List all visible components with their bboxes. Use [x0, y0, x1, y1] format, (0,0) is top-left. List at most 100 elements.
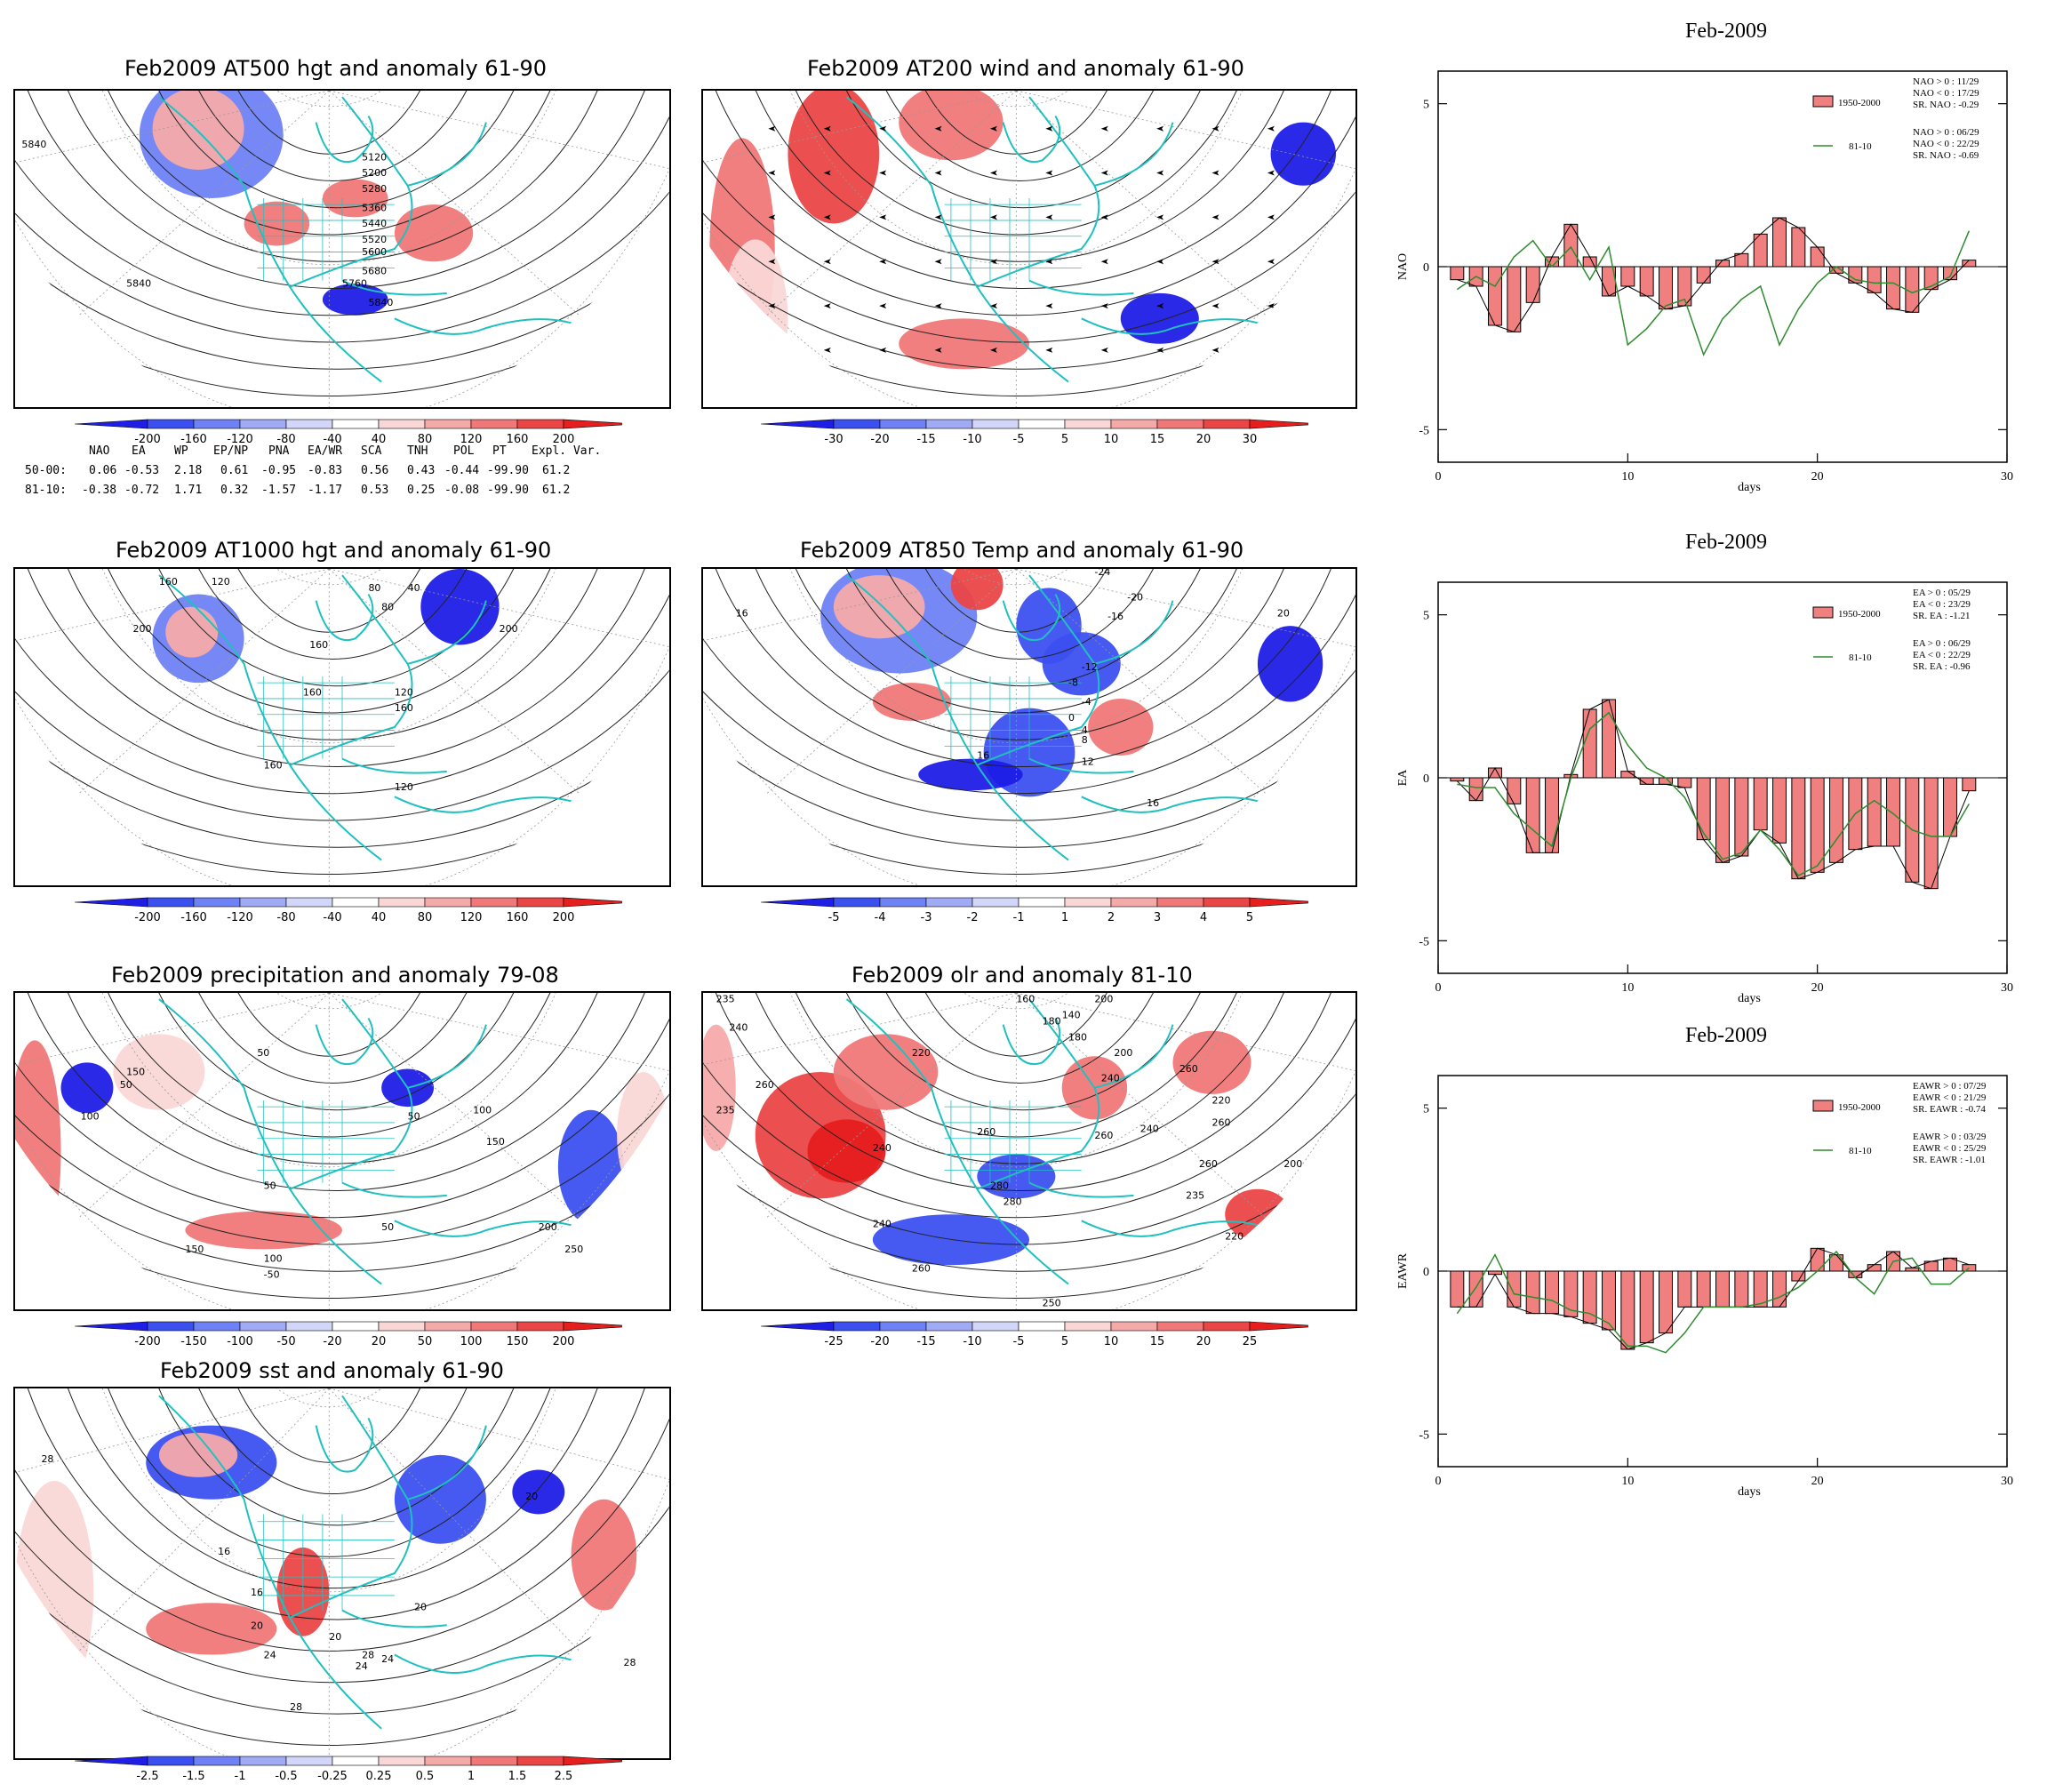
bar — [1582, 708, 1597, 779]
colorbar-swatch — [147, 1321, 195, 1332]
contour-label: 140 — [1062, 1009, 1081, 1020]
colorbar-tick-label: -150 — [180, 1335, 207, 1348]
bar — [1507, 266, 1522, 332]
colorbar-swatch — [332, 897, 380, 908]
contour-label: 20 — [414, 1602, 427, 1613]
chart-title: Feb-2009 — [1685, 531, 1767, 554]
map-plot: 160 200 120 80 40 160 200 160 120 160 160 120 80 — [13, 567, 671, 887]
anomaly-region — [113, 1034, 205, 1110]
colorbar-tick-label: -10 — [963, 433, 981, 446]
wind-arrow — [1100, 125, 1108, 132]
colorbar-tick-label: 200 — [553, 1335, 575, 1348]
colorbar-tick-label: 5 — [1061, 433, 1068, 446]
bar — [1867, 777, 1882, 847]
wind-arrow — [1267, 214, 1275, 220]
wind-arrow — [879, 125, 887, 132]
wind-arrow — [1211, 259, 1219, 265]
contour-line — [703, 993, 1354, 1191]
colorbar-swatch — [516, 897, 564, 908]
wind-arrow — [1100, 259, 1108, 265]
bar — [1715, 1270, 1730, 1308]
anomaly-region — [571, 1499, 637, 1611]
colorbar-swatch — [1203, 419, 1251, 429]
contour-label: 28 — [362, 1650, 374, 1661]
bar — [1943, 266, 1957, 281]
colorbar-tick-label: -3 — [921, 911, 932, 924]
table-cell: 61.2 — [542, 484, 571, 497]
colorbar-swatch — [925, 419, 973, 429]
contour-line — [859, 569, 1180, 660]
bar — [1468, 1270, 1483, 1308]
bar — [1545, 1270, 1559, 1315]
contour-line — [172, 569, 494, 660]
colorbar-tick-label: -120 — [227, 911, 253, 924]
colorbar-tick-label: 80 — [418, 911, 433, 924]
contour-label: 260 — [756, 1079, 774, 1091]
contour-label: 235 — [716, 1104, 735, 1116]
contour-label: 235 — [716, 994, 735, 1005]
legend-stat: EA < 0 : 23/29 — [1913, 599, 1971, 610]
table-cell: 0.61 — [220, 464, 249, 477]
table-cell: 0.06 — [89, 464, 117, 477]
contour-line — [172, 993, 494, 1084]
chart-title: Feb-2009 — [1685, 1024, 1767, 1047]
bar — [1602, 699, 1616, 779]
bar — [1715, 777, 1730, 863]
bar — [1659, 266, 1673, 310]
colorbar-swatch — [74, 419, 148, 429]
legend-stat: EAWR < 0 : 21/29 — [1913, 1092, 1987, 1103]
contour-label: 180 — [1043, 1016, 1061, 1028]
wind-arrow — [1045, 170, 1053, 176]
colorbar-tick-label: -200 — [134, 433, 161, 446]
x-tick-label: 10 — [1621, 470, 1634, 484]
anomaly-region — [1257, 626, 1323, 702]
contour-label: 5440 — [362, 218, 387, 229]
contour-line — [859, 91, 1180, 181]
legend-stat: EAWR < 0 : 25/29 — [1913, 1143, 1987, 1154]
colorbar-tick-label: -0.25 — [317, 1770, 348, 1783]
colorbar-tick-label: 5 — [1061, 1335, 1068, 1348]
colorbar-swatch — [378, 1321, 426, 1332]
table-header-WP: WP — [174, 444, 188, 458]
contour-label: 16 — [251, 1587, 263, 1598]
colorbar-svg: -25 -20 -15 -10 -5 5 10 15 20 25 — [760, 1321, 1323, 1348]
colorbar-swatch — [193, 1756, 241, 1766]
colorbar-tick-label: -80 — [276, 911, 295, 924]
legend-bar-swatch — [1812, 606, 1834, 619]
table-cell: 61.2 — [542, 464, 571, 477]
colorbar-tick-label: -2.5 — [136, 1770, 158, 1783]
map-title: Feb2009 precipitation and anomaly 79-08 — [111, 963, 559, 988]
contour-label: 12 — [1082, 756, 1094, 768]
colorbar-tick-label: 4 — [1200, 911, 1207, 924]
wind-arrow — [934, 125, 942, 132]
anomaly-region — [394, 1454, 486, 1544]
contour-label: 100 — [473, 1104, 492, 1116]
bar — [1620, 266, 1635, 287]
chart-svg: 5 0 -5 0 10 20 30 days EA 1950-2000 81-10 EA > 0 : … — [1396, 581, 2013, 1005]
anomaly-region — [918, 758, 1023, 791]
colorbar-tick-label: 25 — [1243, 1335, 1258, 1348]
contour-line — [15, 91, 669, 316]
wind-arrow — [1156, 259, 1164, 265]
wind-arrow — [989, 214, 997, 220]
anomaly-region — [1088, 698, 1154, 756]
wind-arrow — [768, 259, 776, 265]
table-cell: 1.71 — [174, 484, 203, 497]
contour-label: 240 — [873, 1142, 892, 1154]
contour-label: 5280 — [362, 183, 387, 195]
bar — [1677, 777, 1692, 788]
contour-label: 260 — [1094, 1130, 1113, 1141]
map-plot: 235 240 260 220 160 200 140 180 180 200 240 235 240 2… — [701, 991, 1357, 1311]
colorbar-tick-label: 20 — [372, 1335, 387, 1348]
colorbar-swatch — [760, 419, 835, 429]
colorbar-swatch — [147, 419, 195, 429]
colorbar-swatch — [147, 1756, 195, 1766]
wind-arrow — [768, 170, 776, 176]
contour-label: 5360 — [362, 202, 387, 213]
colorbar-swatch — [1249, 897, 1323, 908]
contour-label: 200 — [1283, 1158, 1302, 1170]
colorbar-swatch — [1156, 1321, 1204, 1332]
colorbar-tick-label: -4 — [875, 911, 886, 924]
bar — [1810, 1247, 1825, 1272]
anomaly-region — [833, 575, 925, 639]
